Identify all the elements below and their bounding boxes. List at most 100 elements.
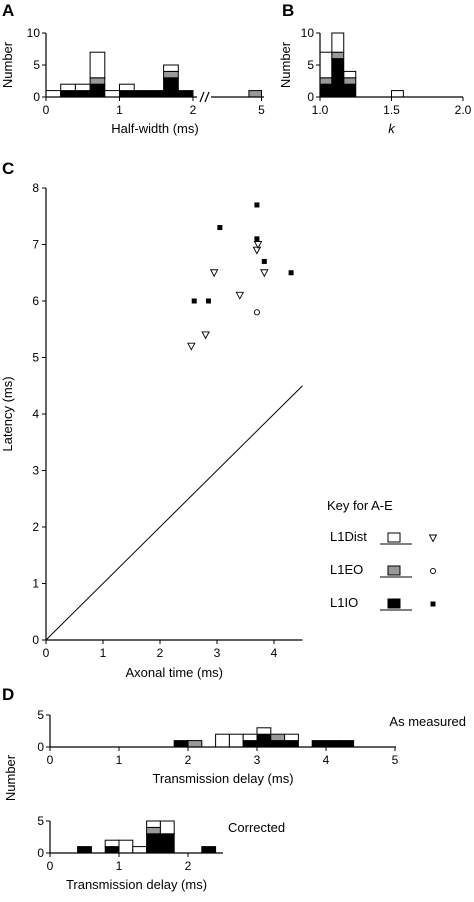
legend-marker-triangle: [428, 534, 438, 543]
y-tick-label: 0: [32, 633, 39, 647]
bar-l1dist: [215, 733, 230, 748]
bar-l1io: [339, 740, 355, 748]
bar-l1dist: [256, 727, 272, 735]
panel-letter: C: [2, 159, 14, 178]
legend-swatch: [387, 532, 401, 543]
bar-l1dist: [159, 820, 175, 835]
bar-l1dist: [104, 90, 121, 98]
bar-l1dist: [118, 839, 134, 854]
identity-line: [45, 385, 303, 641]
y-axis-title: Number: [3, 754, 18, 801]
y-axis-title: Number: [0, 41, 15, 88]
panel-letter: D: [2, 685, 14, 704]
axis-break-mark: [204, 91, 210, 103]
point-l1io: [217, 225, 223, 231]
legend-swatch: [387, 598, 401, 609]
bar-l1io: [284, 740, 299, 748]
y-tick-label: 10: [301, 26, 315, 40]
x-tick-label: 0: [47, 859, 54, 873]
x-axis-title: Transmission delay (ms): [152, 771, 293, 786]
bar-l1io: [331, 58, 345, 98]
bar-l1io: [201, 846, 217, 854]
bar-l1io: [163, 77, 179, 98]
point-l1dist: [201, 331, 210, 340]
x-axis-title: Transmission delay (ms): [66, 877, 207, 892]
point-l1io: [205, 298, 211, 304]
x-tick-label: 3: [254, 753, 261, 767]
y-tick-label: 2: [32, 520, 39, 534]
bar-l1io: [119, 90, 135, 98]
bar-l1dist: [74, 83, 91, 92]
point-l1io: [261, 258, 267, 264]
y-tick-label: 5: [307, 58, 314, 72]
y-tick-label: 0: [37, 740, 44, 754]
axis-break-mark: [199, 91, 205, 103]
y-tick-label: 3: [32, 464, 39, 478]
bar-l1io: [148, 90, 165, 98]
point-l1io: [191, 298, 197, 304]
y-axis-title: Latency (ms): [0, 376, 15, 451]
bar-l1eo: [248, 90, 262, 98]
point-l1dist: [252, 246, 262, 255]
y-tick-label: 5: [33, 58, 40, 72]
bar-l1io: [343, 83, 357, 98]
x-axis-title: Axonal time (ms): [125, 665, 223, 680]
point-l1dist: [235, 291, 245, 300]
panel-d: 0 5 0 1 2 3 4 5 Transmission delay (ms) Number D As…: [2, 685, 466, 801]
bar-l1dist: [284, 733, 299, 742]
bar-l1eo: [270, 733, 286, 742]
point-l1eo: [253, 309, 260, 316]
x-tick-label: 0: [43, 646, 50, 660]
panel-annotation: As measured: [389, 714, 466, 729]
bar-l1dist: [132, 846, 148, 854]
point-l1io: [254, 202, 260, 208]
legend-marker-square: [430, 601, 436, 607]
x-tick-label: 1.0: [312, 103, 329, 117]
bar-l1io: [319, 83, 333, 98]
legend-label: L1IO: [330, 595, 358, 610]
bar-l1io: [177, 90, 194, 98]
y-tick-label: 0: [37, 846, 44, 860]
bar-l1eo: [89, 77, 106, 85]
panel-corrected: 0 5 0 1 2 Transmission delay (ms) Corrected: [37, 814, 285, 892]
bar-l1io: [60, 90, 76, 98]
x-tick-label: 2: [190, 103, 197, 117]
y-tick-label: 5: [32, 351, 39, 365]
bar-l1io: [74, 90, 91, 98]
bar-l1dist: [163, 64, 179, 72]
legend: Key for A-E L1Dist L1EO L1IO: [327, 498, 438, 611]
panel-b: 0 5 10 1.0 1.5 2.0 k Number B: [278, 1, 472, 136]
bar-l1dist: [343, 70, 357, 79]
bar-l1dist: [331, 32, 345, 53]
panel-c: 0 1 2 3 4 0 1 2 3 4 5 6 7 8 Axonal time (ms) Latency (m…: [0, 159, 303, 680]
point-l1dist: [187, 342, 196, 351]
x-tick-label: 2.0: [455, 103, 472, 117]
bar-l1eo: [343, 77, 357, 85]
bar-l1dist: [319, 51, 333, 79]
x-tick-label: 0: [43, 103, 50, 117]
bar-l1io: [256, 733, 272, 748]
panel-letter: A: [2, 1, 14, 20]
y-tick-label: 5: [37, 814, 44, 828]
bar-l1io: [77, 846, 92, 854]
y-axis-title: Number: [278, 41, 293, 88]
x-tick-label: 1: [116, 103, 123, 117]
x-tick-label: 0: [47, 753, 54, 767]
point-l1io: [288, 270, 294, 276]
bar-l1io: [270, 740, 286, 748]
bar-l1io: [311, 740, 327, 748]
x-tick-label: 1: [116, 753, 123, 767]
x-axis-title: k: [388, 121, 396, 136]
bar-l1io: [325, 740, 341, 748]
y-tick-label: 1: [32, 577, 39, 591]
y-tick-label: 6: [32, 294, 39, 308]
point-l1dist: [260, 269, 269, 278]
point-l1dist: [253, 241, 263, 249]
y-tick-label: 10: [27, 26, 41, 40]
x-tick-label: 4: [271, 646, 278, 660]
x-tick-label: 1: [100, 646, 107, 660]
x-tick-label: 5: [258, 103, 265, 117]
bar-l1io: [242, 740, 258, 748]
bar-l1eo: [331, 51, 345, 60]
point-l1io: [254, 236, 260, 242]
